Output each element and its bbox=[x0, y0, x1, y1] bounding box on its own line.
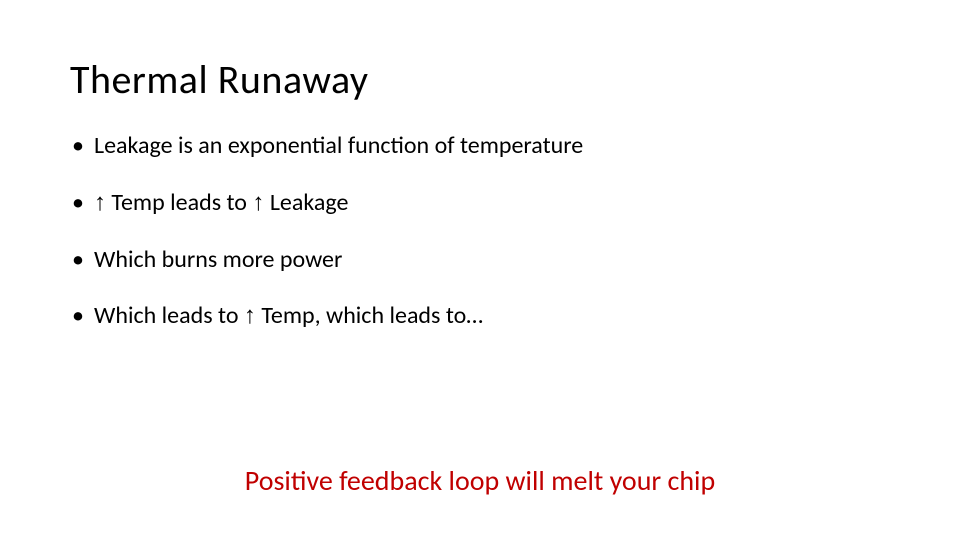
footer-emphasis: Positive feedback loop will melt your ch… bbox=[0, 463, 960, 498]
bullet-item: Which leads to ↑ Temp, which leads to… bbox=[70, 302, 890, 331]
bullet-text: Which burns more power bbox=[94, 245, 342, 274]
bullet-item: ↑ Temp leads to ↑ Leakage bbox=[70, 189, 890, 218]
bullet-text: Temp, which leads to… bbox=[256, 301, 483, 330]
bullet-text: Leakage is an exponential function of te… bbox=[94, 131, 583, 160]
bullet-text: Leakage bbox=[264, 188, 348, 217]
bullet-text: Temp leads to bbox=[106, 188, 252, 217]
up-arrow-icon: ↑ bbox=[94, 189, 106, 218]
up-arrow-icon: ↑ bbox=[244, 302, 256, 331]
slide: Thermal Runaway Leakage is an exponentia… bbox=[0, 0, 960, 540]
bullet-item: Which burns more power bbox=[70, 246, 890, 275]
slide-title: Thermal Runaway bbox=[70, 55, 890, 104]
bullet-text: Which leads to bbox=[94, 301, 244, 330]
bullet-item: Leakage is an exponential function of te… bbox=[70, 132, 890, 161]
bullet-list: Leakage is an exponential function of te… bbox=[70, 132, 890, 331]
up-arrow-icon: ↑ bbox=[252, 189, 264, 218]
